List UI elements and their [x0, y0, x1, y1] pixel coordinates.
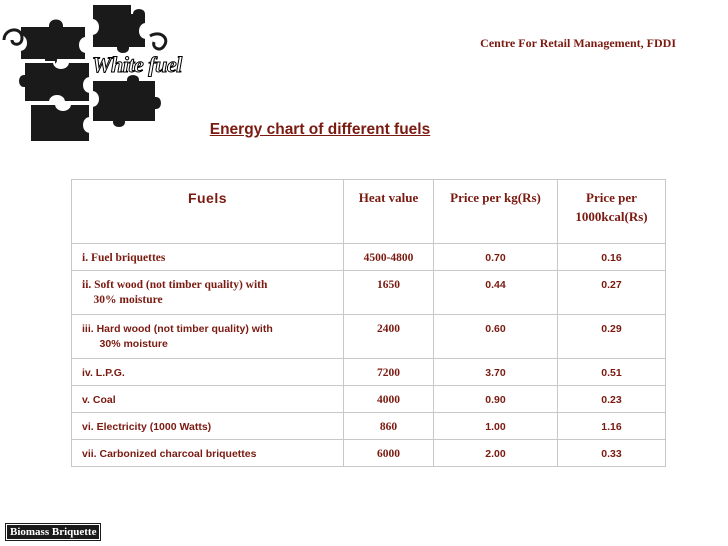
- table-row: iv. L.P.G. 7200 3.70 0.51: [71, 358, 666, 386]
- logo-text: White fuel: [92, 52, 183, 78]
- row-price-per-kg: 1.00: [433, 412, 558, 440]
- table-row: ii. Soft wood (not timber quality) with …: [71, 270, 666, 315]
- row-price-per-1000kcal: 0.23: [557, 385, 666, 413]
- puzzle-pieces-icon: [2, 3, 168, 143]
- footer-tag: Biomass Briquette: [4, 523, 102, 541]
- row-price-per-1000kcal: 0.16: [557, 243, 666, 271]
- organization-name: Centre For Retail Management, FDDI: [480, 36, 676, 50]
- row-heat-value: 860: [343, 412, 434, 440]
- row-fuel-name: iii. Hard wood (not timber quality) with…: [71, 314, 344, 359]
- row-price-per-kg: 3.70: [433, 358, 558, 386]
- row-fuel-name: ii. Soft wood (not timber quality) with …: [71, 270, 344, 315]
- row-price-per-1000kcal: 1.16: [557, 412, 666, 440]
- table-row: vii. Carbonized charcoal briquettes 6000…: [71, 439, 666, 467]
- row-price-per-kg: 0.90: [433, 385, 558, 413]
- row-heat-value: 2400: [343, 314, 434, 359]
- header-price-per-1000kcal: Price per 1000kcal(Rs): [557, 179, 666, 244]
- table-header-row: Fuels Heat value Price per kg(Rs) Price …: [71, 179, 666, 244]
- row-price-per-kg: 2.00: [433, 439, 558, 467]
- row-fuel-name: i. Fuel briquettes: [71, 243, 344, 271]
- row-fuel-name: vi. Electricity (1000 Watts): [71, 412, 344, 440]
- row-price-per-kg: 0.60: [433, 314, 558, 359]
- row-price-per-1000kcal: 0.27: [557, 270, 666, 315]
- row-fuel-name: vii. Carbonized charcoal briquettes: [71, 439, 344, 467]
- table-row: v. Coal 4000 0.90 0.23: [71, 385, 666, 413]
- header-price-per-kg: Price per kg(Rs): [433, 179, 558, 244]
- row-fuel-name: v. Coal: [71, 385, 344, 413]
- row-price-per-kg: 0.70: [433, 243, 558, 271]
- header-price-per-1000kcal-line2: 1000kcal(Rs): [575, 209, 648, 224]
- logo: White fuel: [0, 0, 183, 150]
- row-price-per-1000kcal: 0.51: [557, 358, 666, 386]
- row-heat-value: 1650: [343, 270, 434, 315]
- row-fuel-name: iv. L.P.G.: [71, 358, 344, 386]
- table-row: iii. Hard wood (not timber quality) with…: [71, 314, 666, 359]
- header-fuels: Fuels: [71, 179, 344, 244]
- row-heat-value: 7200: [343, 358, 434, 386]
- table-row: i. Fuel briquettes 4500-4800 0.70 0.16: [71, 243, 666, 271]
- row-price-per-1000kcal: 0.33: [557, 439, 666, 467]
- row-price-per-kg: 0.44: [433, 270, 558, 315]
- row-heat-value: 4500-4800: [343, 243, 434, 271]
- page-title: Energy chart of different fuels: [209, 121, 431, 138]
- header-heat-value: Heat value: [343, 179, 434, 244]
- row-heat-value: 4000: [343, 385, 434, 413]
- table-row: vi. Electricity (1000 Watts) 860 1.00 1.…: [71, 412, 666, 440]
- header-price-per-1000kcal-line1: Price per: [586, 190, 637, 205]
- energy-table: Fuels Heat value Price per kg(Rs) Price …: [71, 179, 666, 467]
- row-heat-value: 6000: [343, 439, 434, 467]
- row-price-per-1000kcal: 0.29: [557, 314, 666, 359]
